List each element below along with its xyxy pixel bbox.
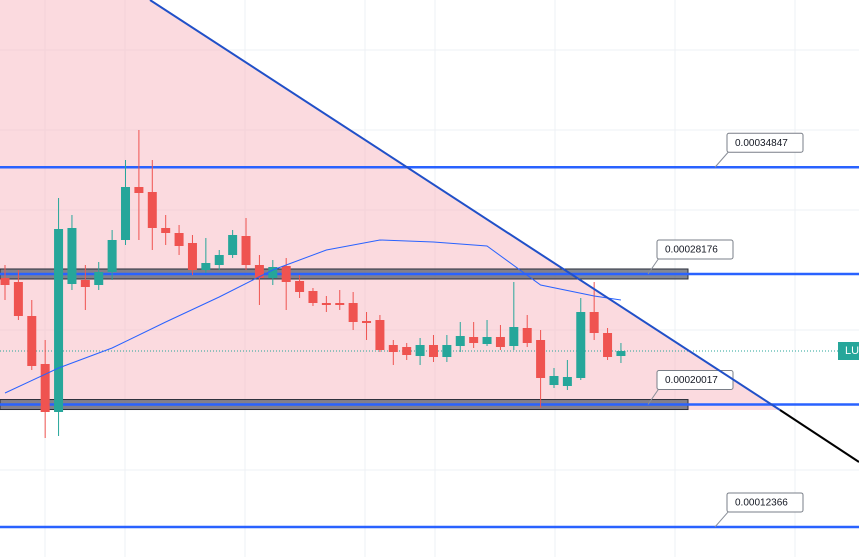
candle-body [348,303,358,322]
candle-body [335,303,345,305]
candle-body [228,235,238,255]
candle-body [509,327,519,346]
candle-body [0,278,10,285]
candle-body [616,351,626,356]
plot [0,130,626,438]
candle-body [107,240,117,272]
candle-body [295,281,305,292]
candle-body [67,228,77,284]
candle-body [281,266,291,282]
price-tag-label: LU [845,345,859,357]
label-pointer [647,388,660,405]
moving-average [4,239,621,394]
level-label: 0.00012366 [735,498,788,509]
trend-line-extension [779,409,859,463]
triangle-area [0,0,780,410]
label-pointer [714,150,730,168]
candle-body [375,320,385,350]
level-label: 0.00028176 [665,245,718,256]
candle-body [522,328,532,343]
candle-body [428,345,438,357]
candle-body [576,312,586,378]
candle-body [402,347,412,355]
candle-body [54,229,64,412]
candle-body [214,255,224,265]
candle-body [268,267,278,278]
candle-body [562,377,572,386]
candle-body [174,233,184,246]
level-label-box [726,492,804,513]
candle-body [549,376,559,385]
candle-body [201,263,211,270]
level-label: 0.00034847 [735,138,788,149]
candle-body [147,192,157,228]
candle-body [27,316,37,366]
candle-body [589,312,599,333]
label-pointer [714,510,730,528]
candle-body [241,236,251,265]
candle-body [415,345,425,356]
candle-body [161,228,171,233]
candle-body [455,336,465,346]
candle-body [482,337,492,344]
candle-body [134,187,144,193]
trend-line [149,0,781,411]
level-label-box [656,239,734,260]
candle-body [362,321,372,323]
candle-body [94,272,104,285]
candle-body [13,282,23,316]
candle-body [536,340,546,378]
candle-body [388,345,398,352]
candle-body [40,364,50,412]
level-label: 0.00020017 [665,375,718,386]
levels: 0.00034847 0.00028176 0.00020017 0.00012366 [0,132,859,529]
candle-body [121,187,131,240]
candle-body [80,280,90,287]
candle-body [187,243,197,270]
level-label-box [726,132,804,153]
candle-body [321,303,331,305]
candle-body [495,337,505,347]
candle-body [254,265,264,278]
label-pointer [647,257,660,275]
price-tag [838,342,859,360]
candle-body [603,333,613,357]
candle-body [469,337,479,343]
candle-body [442,345,452,357]
candle-body [308,291,318,303]
